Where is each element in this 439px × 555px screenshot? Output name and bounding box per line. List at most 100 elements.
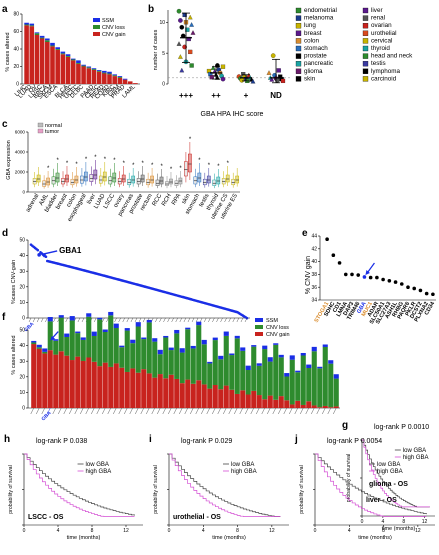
panel-c-star: * [189,137,192,143]
bar-loss-dlbc [81,65,86,67]
panel-f-bar-gain [146,373,152,408]
panel-d-label: d [2,228,8,239]
legend-label: thyroid [371,45,390,52]
panel-f-bar-loss [152,341,158,378]
panel-c-box [206,175,211,184]
panel-f-bar-loss [240,350,246,391]
panel-c-box [127,178,132,186]
panel-f-xtick [316,407,320,415]
panel-f-xtick [272,407,276,415]
panel-f-y-tick-label: 40 [19,343,25,349]
panel-f-xtick [195,407,199,415]
panel-f-bar-loss [218,359,224,390]
legend-swatch [295,15,302,21]
panel-c-box [102,171,107,182]
panel-c-star: * [151,163,154,169]
panel-j-legend-low: low GBA [377,462,400,468]
panel-f-bar-loss [64,336,70,356]
legend-swatch [362,23,369,29]
panel-f-bar-ssm [86,313,92,317]
legend-swatch [362,15,369,21]
panel-c-box [188,153,192,173]
panel-f-xtick [217,407,221,415]
panel-b-label: b [148,4,154,15]
panel-a-y-tick-label: 60 [13,29,19,35]
panel-f-bar-ssm [53,339,59,341]
panel-i-ylabel: probability of survival [153,465,159,513]
panel-b-point [239,78,245,83]
panel-f-bar-ssm [196,321,202,326]
bar-ssm-coad [107,71,112,74]
panel-i-subtitle: urothelial - OS [173,514,221,521]
panel-c-box [169,178,173,185]
panel-f-bar-gain [53,354,59,408]
panel-c-box [42,180,46,187]
panel-f-bar-loss [58,317,64,352]
panel-c-box [202,178,207,186]
panel-d-xtick [36,317,40,323]
panel-f-xtick [102,407,106,415]
bar-gain-ucec [76,63,81,84]
bar-ssm-stad [60,51,66,54]
panel-f-xtick [41,407,45,415]
panel-h: h log-rank P 0.038 probability of survival… [4,434,143,541]
bar-ssm-sarc [86,66,92,68]
panel-b-xtick-label: ++ [211,91,221,100]
bar-loss-gbm [117,77,123,78]
legend-label: stomach [304,45,328,52]
panel-f-bar-loss [273,344,279,400]
legend-label: endometrial [304,7,337,14]
panel-c-box [93,169,98,180]
panel-f-bar-loss [212,340,218,386]
panel-g-xtick-label: 4 [381,519,384,525]
legend-swatch [362,38,369,44]
panel-f-bar-loss [91,335,97,362]
panel-b-point [176,8,182,14]
panel-f-xtick [80,407,84,415]
legend-swatch [362,7,369,14]
panel-b-point [189,63,194,68]
panel-f-xtick [69,407,73,415]
panel-f-xtick [113,407,117,415]
panel-b-point [188,49,193,55]
panel-d-point [44,255,48,258]
bar-gain-prad [122,79,128,84]
panel-c-star: * [227,161,230,167]
panel-c-box [74,175,79,184]
panel-f-bar-gain [190,383,196,408]
panel-f-bar-loss [75,333,81,357]
panel-i: i log-rank P 0.029 probability of survival… [149,434,289,541]
panel-d-xtick [216,317,219,323]
panel-i-xtick-label: 12 [269,528,275,534]
panel-f-bar-ssm [262,345,268,350]
panel-f-bar-ssm [69,316,75,321]
panel-c-box [131,175,136,184]
bar-loss-stad [60,53,66,55]
panel-e-point-sdhc [331,253,336,257]
panel-a-y-tick-label: 20 [13,64,19,70]
panel-f-bar-loss [251,346,257,391]
panel-f-xtick [168,407,172,415]
bar-gain-lihc [24,25,29,84]
panel-d-xtick [244,317,248,323]
panel-f-bar-ssm [300,352,306,356]
panel-e-point-dcst2 [418,288,423,293]
panel-f-bar-loss [289,359,295,405]
bar-loss-kirc [112,75,117,77]
bar-ssm-lihc [24,22,29,25]
panel-f-bar-ssm [333,374,339,379]
panel-f-bar-gain [322,405,328,408]
bar-gain-coad [107,74,112,84]
panel-c-box [212,179,217,186]
panel-f-bar-ssm [212,337,218,341]
panel-e-point-dap3 [350,272,354,277]
panel-g-low-gba-curve [362,439,430,508]
bar-loss-cesc [96,70,102,72]
legend-label: carcinoid [371,75,397,82]
panel-f-bar-ssm [146,319,152,323]
panel-c-xtick-label: RCH [161,193,173,207]
panel-d-xtick [220,317,223,323]
panel-c-star: * [94,155,97,161]
panel-f-xtick [107,407,111,415]
